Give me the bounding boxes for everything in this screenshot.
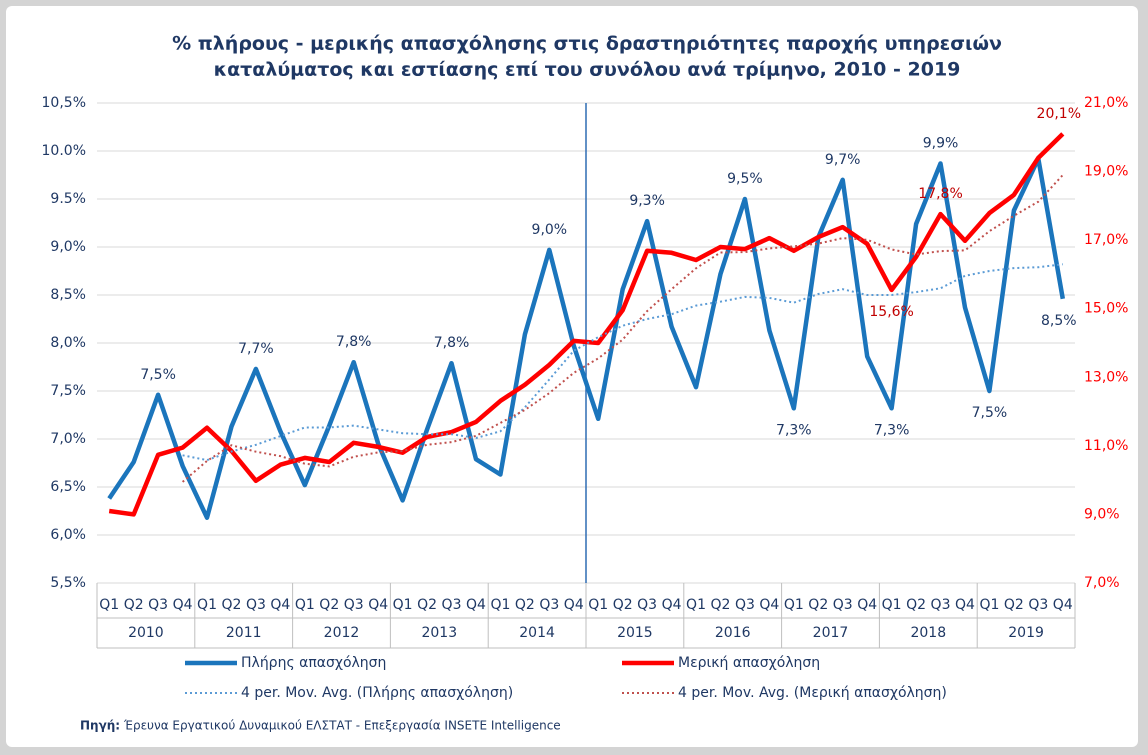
- x-tick-label: Q2: [906, 597, 926, 613]
- x-tick-label: Q4: [173, 597, 193, 613]
- chart-title: καταλύματος και εστίασης επί του συνόλου…: [214, 59, 961, 81]
- x-tick-label: Q2: [711, 597, 731, 613]
- y2-tick-label: 13,0%: [1084, 369, 1128, 385]
- x-tick-label: Q1: [882, 597, 902, 613]
- data-label: 7,5%: [972, 405, 1008, 421]
- legend-label: Πλήρης απασχόληση: [241, 655, 386, 671]
- x-tick-label: Q4: [466, 597, 486, 613]
- x-tick-label: Q1: [99, 597, 119, 613]
- source-label: Πηγή:: [80, 719, 120, 733]
- data-label: 20,1%: [1037, 106, 1081, 122]
- y-tick-label: 5,5%: [50, 575, 86, 591]
- x-tick-label: Q1: [197, 597, 217, 613]
- year-label: 2014: [519, 625, 555, 641]
- chart-title: % πλήρους - μερικής απασχόλησης στις δρα…: [172, 33, 1002, 55]
- x-tick-label: Q3: [735, 597, 755, 613]
- series-line: [107, 156, 1066, 520]
- x-tick-label: Q4: [368, 597, 388, 613]
- y2-tick-label: 11,0%: [1084, 438, 1128, 454]
- source-text: Έρευνα Εργατικού Δυναμικού ΕΛΣΤΑΤ - Επεξ…: [123, 719, 561, 733]
- x-tick-label: Q2: [319, 597, 339, 613]
- legend-label: Μερική απασχόληση: [678, 655, 820, 671]
- y-tick-label: 10,5%: [42, 95, 86, 111]
- y-tick-label: 6,5%: [50, 479, 86, 495]
- y-tick-label: 8,5%: [50, 287, 86, 303]
- year-label: 2012: [324, 625, 360, 641]
- x-tick-label: Q2: [124, 597, 144, 613]
- x-tick-label: Q4: [857, 597, 877, 613]
- x-tick-label: Q3: [344, 597, 364, 613]
- y-tick-label: 10.0%: [42, 143, 86, 159]
- x-tick-label: Q4: [564, 597, 584, 613]
- data-label: 7,3%: [776, 422, 812, 438]
- year-label: 2015: [617, 625, 653, 641]
- x-tick-label: Q3: [246, 597, 266, 613]
- x-tick-label: Q4: [1053, 597, 1073, 613]
- data-label: 7,8%: [434, 335, 470, 351]
- x-tick-label: Q4: [270, 597, 290, 613]
- x-tick-label: Q3: [931, 597, 951, 613]
- data-label: 9,0%: [532, 222, 568, 238]
- data-label: 7,5%: [140, 367, 176, 383]
- y2-tick-label: 19,0%: [1084, 164, 1128, 180]
- x-tick-label: Q2: [515, 597, 535, 613]
- x-tick-label: Q3: [539, 597, 559, 613]
- x-tick-label: Q2: [808, 597, 828, 613]
- x-tick-label: Q3: [442, 597, 462, 613]
- legend-label: 4 per. Mov. Avg. (Πλήρης απασχόληση): [241, 685, 513, 701]
- x-tick-label: Q1: [588, 597, 608, 613]
- y-tick-label: 7,0%: [50, 431, 86, 447]
- x-tick-label: Q1: [393, 597, 413, 613]
- y2-tick-label: 7,0%: [1084, 575, 1120, 591]
- x-tick-label: Q1: [686, 597, 706, 613]
- x-tick-label: Q2: [613, 597, 633, 613]
- x-tick-label: Q4: [955, 597, 975, 613]
- year-label: 2016: [715, 625, 751, 641]
- x-tick-label: Q2: [417, 597, 437, 613]
- x-tick-label: Q2: [222, 597, 242, 613]
- y-tick-label: 9.5%: [50, 191, 86, 207]
- y-tick-label: 6,0%: [50, 527, 86, 543]
- y-tick-label: 8,0%: [50, 335, 86, 351]
- x-tick-label: Q2: [1004, 597, 1024, 613]
- year-label: 2018: [910, 625, 946, 641]
- data-label: 7,8%: [336, 334, 372, 350]
- data-label: 7,7%: [238, 341, 274, 357]
- data-label: 8,5%: [1041, 313, 1077, 329]
- x-tick-label: Q3: [1028, 597, 1048, 613]
- x-tick-label: Q3: [637, 597, 657, 613]
- year-label: 2019: [1008, 625, 1044, 641]
- x-tick-label: Q1: [979, 597, 999, 613]
- data-label: 15,6%: [869, 304, 913, 320]
- y2-tick-label: 21,0%: [1084, 95, 1128, 111]
- y2-tick-label: 9,0%: [1084, 506, 1120, 522]
- data-label: 17,8%: [918, 186, 962, 202]
- x-tick-label: Q4: [662, 597, 682, 613]
- year-label: 2013: [421, 625, 457, 641]
- data-label: 7,3%: [874, 422, 910, 438]
- x-tick-label: Q3: [148, 597, 168, 613]
- data-label: 9,3%: [629, 193, 665, 209]
- series-line: [108, 132, 1065, 517]
- panel: [6, 6, 1138, 747]
- x-tick-label: Q3: [833, 597, 853, 613]
- x-tick-label: Q1: [295, 597, 315, 613]
- y2-tick-label: 17,0%: [1084, 232, 1128, 248]
- year-label: 2017: [813, 625, 849, 641]
- x-tick-label: Q1: [784, 597, 804, 613]
- x-tick-label: Q4: [759, 597, 779, 613]
- data-label: 9,9%: [923, 135, 959, 151]
- year-label: 2010: [128, 625, 164, 641]
- y-tick-label: 7,5%: [50, 383, 86, 399]
- y-tick-label: 9,0%: [50, 239, 86, 255]
- data-label: 9,7%: [825, 152, 861, 168]
- y2-tick-label: 15,0%: [1084, 301, 1128, 317]
- year-label: 2011: [226, 625, 262, 641]
- series-line: [181, 174, 1064, 483]
- x-tick-label: Q1: [490, 597, 510, 613]
- data-label: 9,5%: [727, 171, 763, 187]
- legend-label: 4 per. Mov. Avg. (Μερική απασχόληση): [678, 685, 947, 701]
